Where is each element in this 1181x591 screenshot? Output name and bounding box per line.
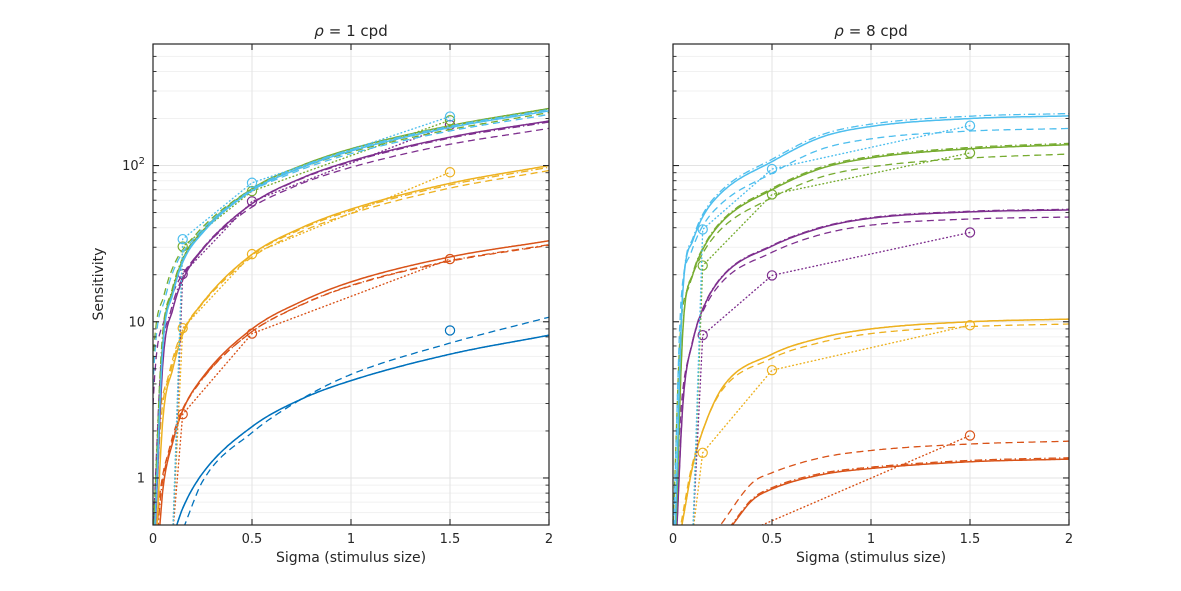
tick-labels-layer: 0 0.5 1 1.5 2 1 10 102 0 0.5 1 1.5 2 xyxy=(122,156,1073,547)
curve-right-yellow-dashed xyxy=(680,323,1069,525)
marker-left-red xyxy=(444,253,456,265)
marker-right-yellow xyxy=(964,320,976,331)
curve-right-cyan-dashed xyxy=(673,127,1069,525)
curve-left-red-dashdot xyxy=(157,243,549,525)
grid-layer xyxy=(153,44,1069,525)
dataline-right-green-dotted xyxy=(692,152,971,525)
x-tick-label: 2 xyxy=(545,532,553,547)
dataline-left-cyan-dotted xyxy=(172,115,451,525)
panel-curves xyxy=(673,112,1069,525)
marker-right-green xyxy=(766,189,778,200)
curve-right-green-dashdot xyxy=(675,142,1069,525)
curve-right-red-dashed xyxy=(719,440,1069,525)
x-tick-label: 2 xyxy=(1065,532,1073,547)
curve-left-yellow-dashdot xyxy=(154,166,549,525)
axes-layer xyxy=(152,43,1070,526)
curve-right-green-dashed xyxy=(673,153,1069,525)
marker-right-cyan xyxy=(964,120,976,131)
marker-right-purple xyxy=(766,270,778,281)
marker-right-purple xyxy=(964,227,976,238)
dataline-right-yellow-dotted xyxy=(693,324,971,525)
dataline-left-yellow-dotted xyxy=(172,171,451,525)
curve-right-purple-solid xyxy=(676,209,1069,525)
marker-right-yellow xyxy=(766,364,778,376)
marker-right-cyan xyxy=(766,163,778,175)
curves-layer xyxy=(153,107,1069,525)
marker-right-green xyxy=(964,147,976,159)
marker-left-green xyxy=(246,185,258,197)
dataline-left-green-dotted xyxy=(172,119,451,525)
curve-left-blue-dashed xyxy=(183,316,549,525)
marker-left-red xyxy=(246,328,258,339)
marker-right-cyan xyxy=(697,224,708,235)
x-axis-label-right: Sigma (stimulus size) xyxy=(796,550,946,566)
curve-left-purple-solid xyxy=(154,120,549,525)
curve-right-green-solid xyxy=(675,143,1069,525)
marker-right-yellow xyxy=(697,447,708,458)
x-tick-label: 1.5 xyxy=(440,532,461,547)
curve-right-yellow-solid xyxy=(681,318,1069,525)
curve-left-cyan-solid xyxy=(154,110,549,525)
rho-symbol: ρ xyxy=(314,22,324,40)
dataline-right-purple-dotted xyxy=(692,231,971,525)
curve-left-green-dashed xyxy=(153,111,549,363)
y-axis-label: Sensitivity xyxy=(91,248,107,321)
y-tick-label: 102 xyxy=(122,156,145,174)
panel-title-left: ρ = 1 cpd xyxy=(314,22,387,40)
x-axis-label-left: Sigma (stimulus size) xyxy=(276,550,426,566)
rho-symbol: ρ xyxy=(834,22,844,40)
curve-left-red-solid xyxy=(159,240,549,525)
marker-left-yellow xyxy=(444,167,456,178)
marker-right-green xyxy=(697,260,708,271)
curve-right-purple-dashed xyxy=(674,216,1069,525)
marker-left-blue xyxy=(444,325,456,336)
x-tick-label: 0 xyxy=(149,532,157,547)
marker-left-cyan xyxy=(444,111,456,122)
x-tick-label: 0.5 xyxy=(762,532,783,547)
curve-right-cyan-dashdot xyxy=(674,112,1069,525)
x-tick-label: 1 xyxy=(867,532,875,547)
curve-right-red-dashdot xyxy=(730,457,1069,525)
curve-left-cyan-dashed xyxy=(153,113,549,387)
marker-right-red xyxy=(964,430,976,441)
marker-left-green xyxy=(444,115,456,126)
marker-left-purple xyxy=(246,196,258,207)
y-tick-label: 10 xyxy=(128,315,145,330)
dataline-right-cyan-dotted xyxy=(692,125,971,525)
curve-right-red-solid xyxy=(731,458,1069,525)
marker-left-yellow xyxy=(177,322,188,334)
curve-left-yellow-solid xyxy=(156,164,549,525)
marker-left-cyan xyxy=(177,233,188,245)
x-tick-label: 1.5 xyxy=(960,532,981,547)
panel-title-left-text: = 1 cpd xyxy=(329,22,388,40)
marker-left-cyan xyxy=(246,177,258,188)
panel-title-right-text: = 8 cpd xyxy=(849,22,908,40)
curve-right-cyan-solid xyxy=(674,115,1069,525)
panel-curves xyxy=(153,107,549,525)
y-tick-label: 1 xyxy=(137,471,145,486)
marker-right-purple xyxy=(697,330,708,341)
x-tick-label: 1 xyxy=(347,532,355,547)
marker-left-yellow xyxy=(246,248,258,260)
x-tick-label: 0.5 xyxy=(242,532,263,547)
panel-title-right: ρ = 8 cpd xyxy=(834,22,907,40)
dataline-left-red-dotted xyxy=(172,258,451,525)
dataline-right-red-dotted xyxy=(761,434,971,525)
curve-left-purple-dashed xyxy=(153,127,549,406)
x-tick-label: 0 xyxy=(669,532,677,547)
curve-left-blue-solid xyxy=(176,334,549,525)
